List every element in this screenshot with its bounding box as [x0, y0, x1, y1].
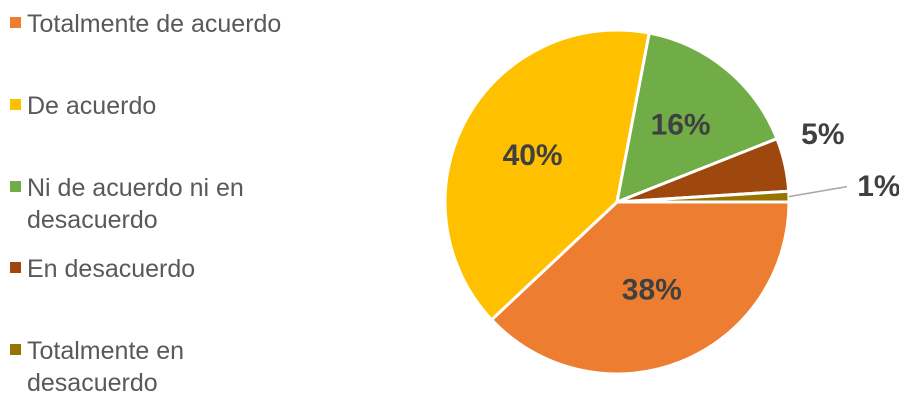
legend-swatch: [10, 262, 21, 273]
leader-line: [788, 185, 848, 198]
legend-item-totalmente-en-desacuerdo: Totalmente en desacuerdo: [10, 335, 227, 399]
data-label-4: 5%: [801, 118, 844, 151]
legend-label: En desacuerdo: [27, 255, 196, 283]
legend-label: Ni de acuerdo ni en desacuerdo: [27, 174, 244, 234]
pie-slices: [443, 28, 791, 376]
legend-item-totalmente-de-acuerdo: Totalmente de acuerdo: [10, 8, 327, 40]
legend-swatch: [10, 99, 21, 110]
legend-item-de-acuerdo: De acuerdo: [10, 90, 327, 122]
legend-swatch: [10, 181, 21, 192]
legend-swatch: [10, 17, 21, 28]
legend-label: Totalmente de acuerdo: [27, 10, 282, 38]
data-label-3: 16%: [651, 109, 711, 142]
legend-item-en-desacuerdo: En desacuerdo: [10, 253, 327, 285]
legend-item-ni-de-acuerdo: Ni de acuerdo ni en desacuerdo: [10, 172, 302, 236]
pie-slice-1: [490, 200, 791, 376]
pie-slice-2: [443, 28, 651, 322]
data-label-5: 1%: [857, 170, 899, 203]
pie-slice-3: [615, 31, 779, 204]
legend-label: De acuerdo: [27, 92, 157, 120]
pie-data-labels: 38% 40% 16% 5% 1%: [503, 109, 899, 307]
data-label-2: 40%: [503, 139, 563, 172]
legend-label: Totalmente en desacuerdo: [27, 337, 185, 397]
data-label-1: 38%: [622, 273, 682, 306]
legend-swatch: [10, 344, 21, 355]
legend: Totalmente de acuerdo De acuerdo Ni de a…: [0, 0, 360, 397]
